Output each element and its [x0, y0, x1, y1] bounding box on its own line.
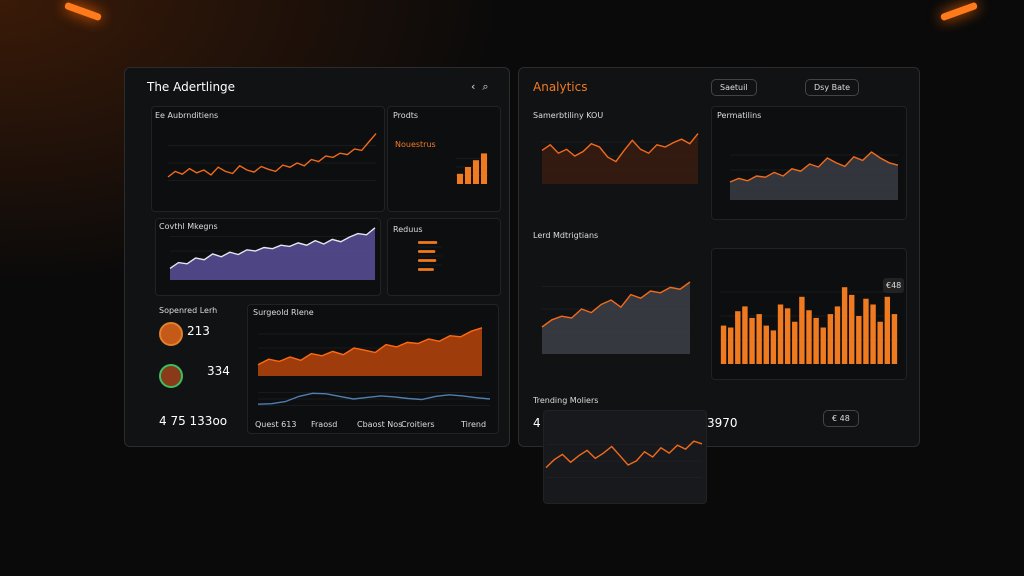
bar — [418, 241, 438, 244]
mini-chart — [545, 440, 703, 478]
card-title: Trending Moliers — [533, 396, 599, 405]
bar — [456, 173, 464, 184]
card-title: Prodts — [393, 111, 419, 120]
bar — [777, 304, 784, 364]
stat: 4 — [533, 416, 541, 430]
stat: 213 — [187, 324, 210, 338]
bar — [870, 304, 876, 364]
tooltip: €48 — [883, 278, 905, 293]
mini-chart — [169, 227, 376, 280]
lamp — [939, 1, 979, 22]
button[interactable]: € 48 — [823, 410, 859, 427]
footer-label[interactable]: Croitiers — [401, 420, 435, 429]
mini-chart — [257, 327, 483, 376]
area — [542, 282, 690, 354]
total: 4 75 133oo — [159, 414, 228, 428]
bar — [856, 316, 862, 364]
mini-chart — [257, 392, 491, 406]
bar — [756, 314, 762, 364]
icons[interactable]: ‹ ⌕ — [471, 80, 489, 93]
bar — [727, 327, 734, 364]
line — [167, 133, 377, 178]
card-subtitle: Nouestrus — [395, 140, 436, 149]
panel-title: The Adertlinge — [147, 80, 236, 94]
mini-chart — [541, 281, 691, 354]
bar — [799, 296, 805, 364]
line — [729, 151, 899, 183]
bar — [749, 317, 755, 364]
mini-chart — [720, 287, 898, 364]
card-title: Ee Aubrnditiens — [155, 111, 219, 120]
avatar — [159, 322, 183, 346]
button[interactable]: Dsy Bate — [805, 79, 860, 96]
bar — [472, 160, 480, 184]
card-title: Samerbtiliny KOU — [533, 111, 604, 120]
mini-chart — [541, 133, 699, 184]
bar — [770, 330, 777, 364]
mini-chart — [456, 153, 488, 184]
bar — [418, 250, 436, 253]
bar — [813, 317, 819, 364]
card — [151, 106, 385, 212]
card — [387, 218, 501, 296]
bar — [735, 311, 741, 364]
footer-label[interactable]: Cbaost Nos — [357, 420, 403, 429]
bar — [464, 167, 472, 184]
line — [541, 281, 691, 328]
area — [730, 152, 898, 200]
bar — [763, 325, 769, 364]
bar — [784, 308, 791, 364]
stat: 334 — [207, 364, 230, 378]
button[interactable]: Saetuil — [711, 79, 757, 96]
footer-label[interactable]: Tirend — [461, 420, 487, 429]
bar — [884, 296, 891, 364]
stat: 3970 — [707, 416, 738, 430]
line — [257, 327, 483, 366]
bar — [891, 314, 898, 364]
bar — [863, 298, 869, 364]
mini-chart — [167, 133, 377, 181]
bar — [877, 321, 883, 364]
card — [543, 410, 707, 504]
bar — [820, 327, 826, 364]
line — [545, 440, 703, 469]
panel-title: Analytics — [533, 80, 588, 94]
avatar — [159, 364, 183, 388]
bar — [742, 306, 748, 364]
left-panel: The Adertlinge ‹ ⌕ Ee Aubrnditiens Prodt… — [124, 67, 510, 447]
area — [170, 227, 375, 280]
line — [541, 133, 699, 163]
right-panel: Analytics Saetuil Dsy Bate Samerbtiliny … — [518, 67, 920, 504]
line — [257, 392, 491, 405]
mini-chart — [729, 151, 899, 200]
bar — [834, 306, 841, 364]
mini-chart — [418, 241, 442, 271]
bar — [849, 294, 855, 364]
bar — [480, 153, 488, 184]
bar — [792, 321, 798, 364]
footer-label[interactable]: Fraosd — [311, 420, 338, 429]
card-title: Permatilins — [717, 111, 762, 120]
footer-label: Quest 613 — [255, 420, 297, 429]
card-title: Reduus — [393, 225, 423, 234]
bar — [418, 268, 434, 271]
lamp — [63, 1, 103, 22]
card-title: Sopenred Lerh — [159, 306, 218, 315]
bar — [806, 310, 812, 364]
bar — [720, 325, 727, 364]
card-title: Surgeold Rlene — [253, 308, 314, 317]
bar — [841, 287, 848, 364]
area — [542, 133, 698, 184]
line — [169, 227, 376, 269]
bar — [827, 314, 834, 364]
card-title: Covthl Mkegns — [159, 222, 218, 231]
bar — [418, 259, 437, 262]
card-title: Lerd Mdtrigtians — [533, 231, 599, 240]
